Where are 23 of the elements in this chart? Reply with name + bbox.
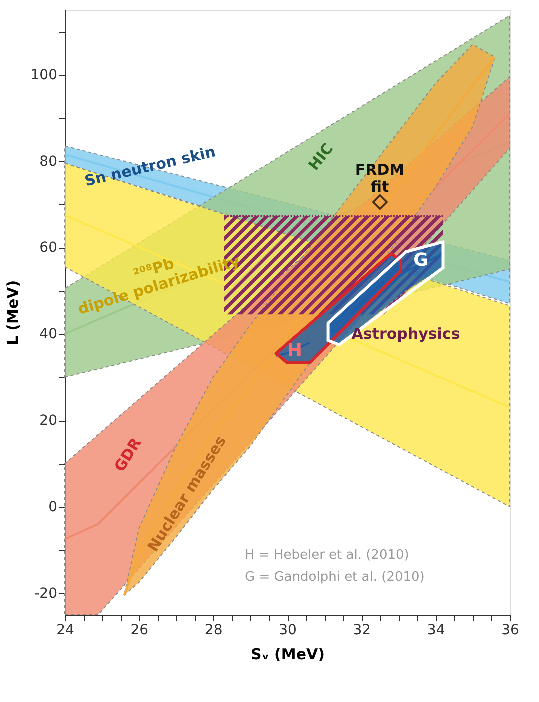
x-axis-title: Sᵥ (MeV) xyxy=(251,646,325,664)
y-tick-label: 40 xyxy=(40,326,58,343)
x-tick-label: 24 xyxy=(56,622,74,638)
y-tick-label: -20 xyxy=(34,586,58,602)
y-tick-label: 100 xyxy=(30,67,58,84)
y-tick-label: 60 xyxy=(40,240,58,256)
y-tick-label: 20 xyxy=(40,413,58,430)
y-tick-label: 80 xyxy=(40,154,58,170)
annotation: Astrophysics xyxy=(352,325,460,343)
x-tick-label: 30 xyxy=(279,622,297,638)
x-tick-label: 26 xyxy=(130,622,149,638)
x-tick-label: 34 xyxy=(427,622,446,638)
y-axis-title: L (MeV) xyxy=(4,280,22,346)
y-tick-label: 0 xyxy=(48,499,58,516)
x-tick-label: 36 xyxy=(502,622,520,638)
x-tick-label: 28 xyxy=(204,622,223,638)
annotation: H xyxy=(287,340,302,362)
x-tick-label: 32 xyxy=(353,622,372,638)
annotation: G = Gandolphi et al. (2010) xyxy=(245,570,425,585)
annotation: FRDM fit xyxy=(355,161,405,196)
annotation: Sn neutron skin xyxy=(83,142,218,190)
annotation: G xyxy=(414,250,428,271)
annotation: H = Hebeler et al. (2010) xyxy=(245,548,410,563)
